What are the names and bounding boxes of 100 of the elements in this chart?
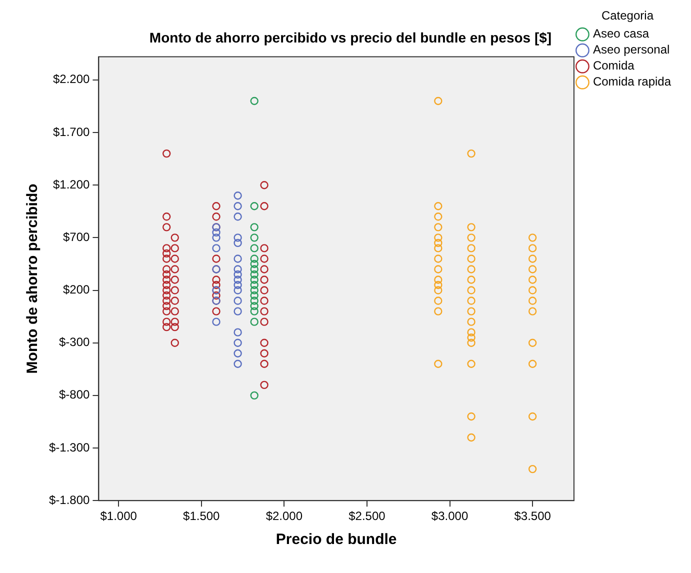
point (234, 254, 242, 263)
point (162, 270, 171, 279)
point (234, 192, 242, 200)
point (162, 223, 171, 232)
point (250, 223, 258, 232)
point (467, 286, 476, 294)
point (528, 360, 537, 368)
x-tick-label: $3.000 (431, 509, 468, 524)
point (162, 249, 171, 258)
point (260, 318, 268, 326)
point (234, 349, 242, 358)
point (467, 360, 476, 368)
point (260, 244, 268, 252)
y-tick-label: $700 (62, 230, 90, 244)
point (260, 307, 268, 316)
y-tick-label: $1.700 (52, 124, 90, 139)
x-tick-label: $3.500 (514, 509, 552, 524)
point (250, 307, 258, 316)
point (467, 276, 476, 284)
point (260, 202, 268, 210)
point (212, 234, 220, 242)
point (260, 265, 268, 274)
y-tick-label: $-800 (58, 388, 90, 402)
point (162, 254, 171, 263)
legend-label: Comida rapida (592, 74, 672, 89)
point (162, 286, 171, 294)
point (250, 202, 258, 210)
point (434, 223, 442, 232)
point (467, 328, 476, 336)
point (234, 238, 242, 248)
point (434, 244, 442, 252)
point (260, 276, 268, 284)
point (234, 280, 242, 290)
point (528, 244, 537, 252)
point (162, 318, 171, 326)
x-axis-title: Precio de bundle (276, 531, 397, 548)
point (162, 307, 171, 316)
point (528, 234, 537, 242)
point (528, 254, 537, 263)
point (434, 238, 442, 248)
point (434, 307, 442, 316)
point (170, 318, 179, 326)
point (162, 244, 171, 252)
point (162, 302, 171, 310)
point (467, 333, 476, 342)
point (162, 291, 171, 300)
legend-label: Comida (592, 58, 635, 73)
point (434, 254, 442, 263)
point (170, 276, 179, 284)
point (250, 318, 258, 326)
point (467, 307, 476, 316)
point (528, 338, 537, 347)
legend-label: Aseo personal (592, 42, 670, 57)
point (212, 291, 220, 300)
point (250, 280, 258, 290)
point (467, 234, 476, 242)
point (250, 391, 258, 400)
point (212, 244, 220, 252)
point (162, 276, 171, 284)
point (250, 286, 258, 294)
point (250, 260, 258, 268)
point (250, 296, 258, 305)
point (212, 276, 220, 284)
point (528, 464, 537, 474)
point (170, 322, 179, 332)
point (434, 276, 442, 284)
point (234, 212, 242, 221)
point (260, 349, 268, 358)
point (260, 296, 268, 305)
point (467, 149, 476, 158)
point (212, 202, 220, 210)
point (528, 307, 537, 316)
point (162, 296, 171, 305)
point (170, 338, 179, 347)
point (434, 234, 442, 242)
point (250, 244, 258, 252)
point (528, 296, 537, 305)
point (234, 234, 242, 242)
point (528, 286, 537, 294)
point (250, 234, 258, 242)
point (170, 296, 179, 305)
point (170, 254, 179, 263)
point (234, 265, 242, 274)
point (467, 265, 476, 274)
point (234, 276, 242, 284)
y-tick-label: $2.200 (52, 72, 90, 86)
point (260, 254, 268, 263)
point (260, 181, 268, 190)
point (434, 202, 442, 210)
point (260, 338, 268, 347)
point (434, 212, 442, 221)
point (467, 318, 476, 326)
point (250, 291, 258, 300)
y-axis-title: Monto de ahorro percibido (24, 184, 42, 374)
point (162, 280, 171, 290)
point (260, 286, 268, 294)
point (170, 307, 179, 316)
point (234, 296, 242, 305)
point (234, 338, 242, 347)
point (467, 254, 476, 263)
